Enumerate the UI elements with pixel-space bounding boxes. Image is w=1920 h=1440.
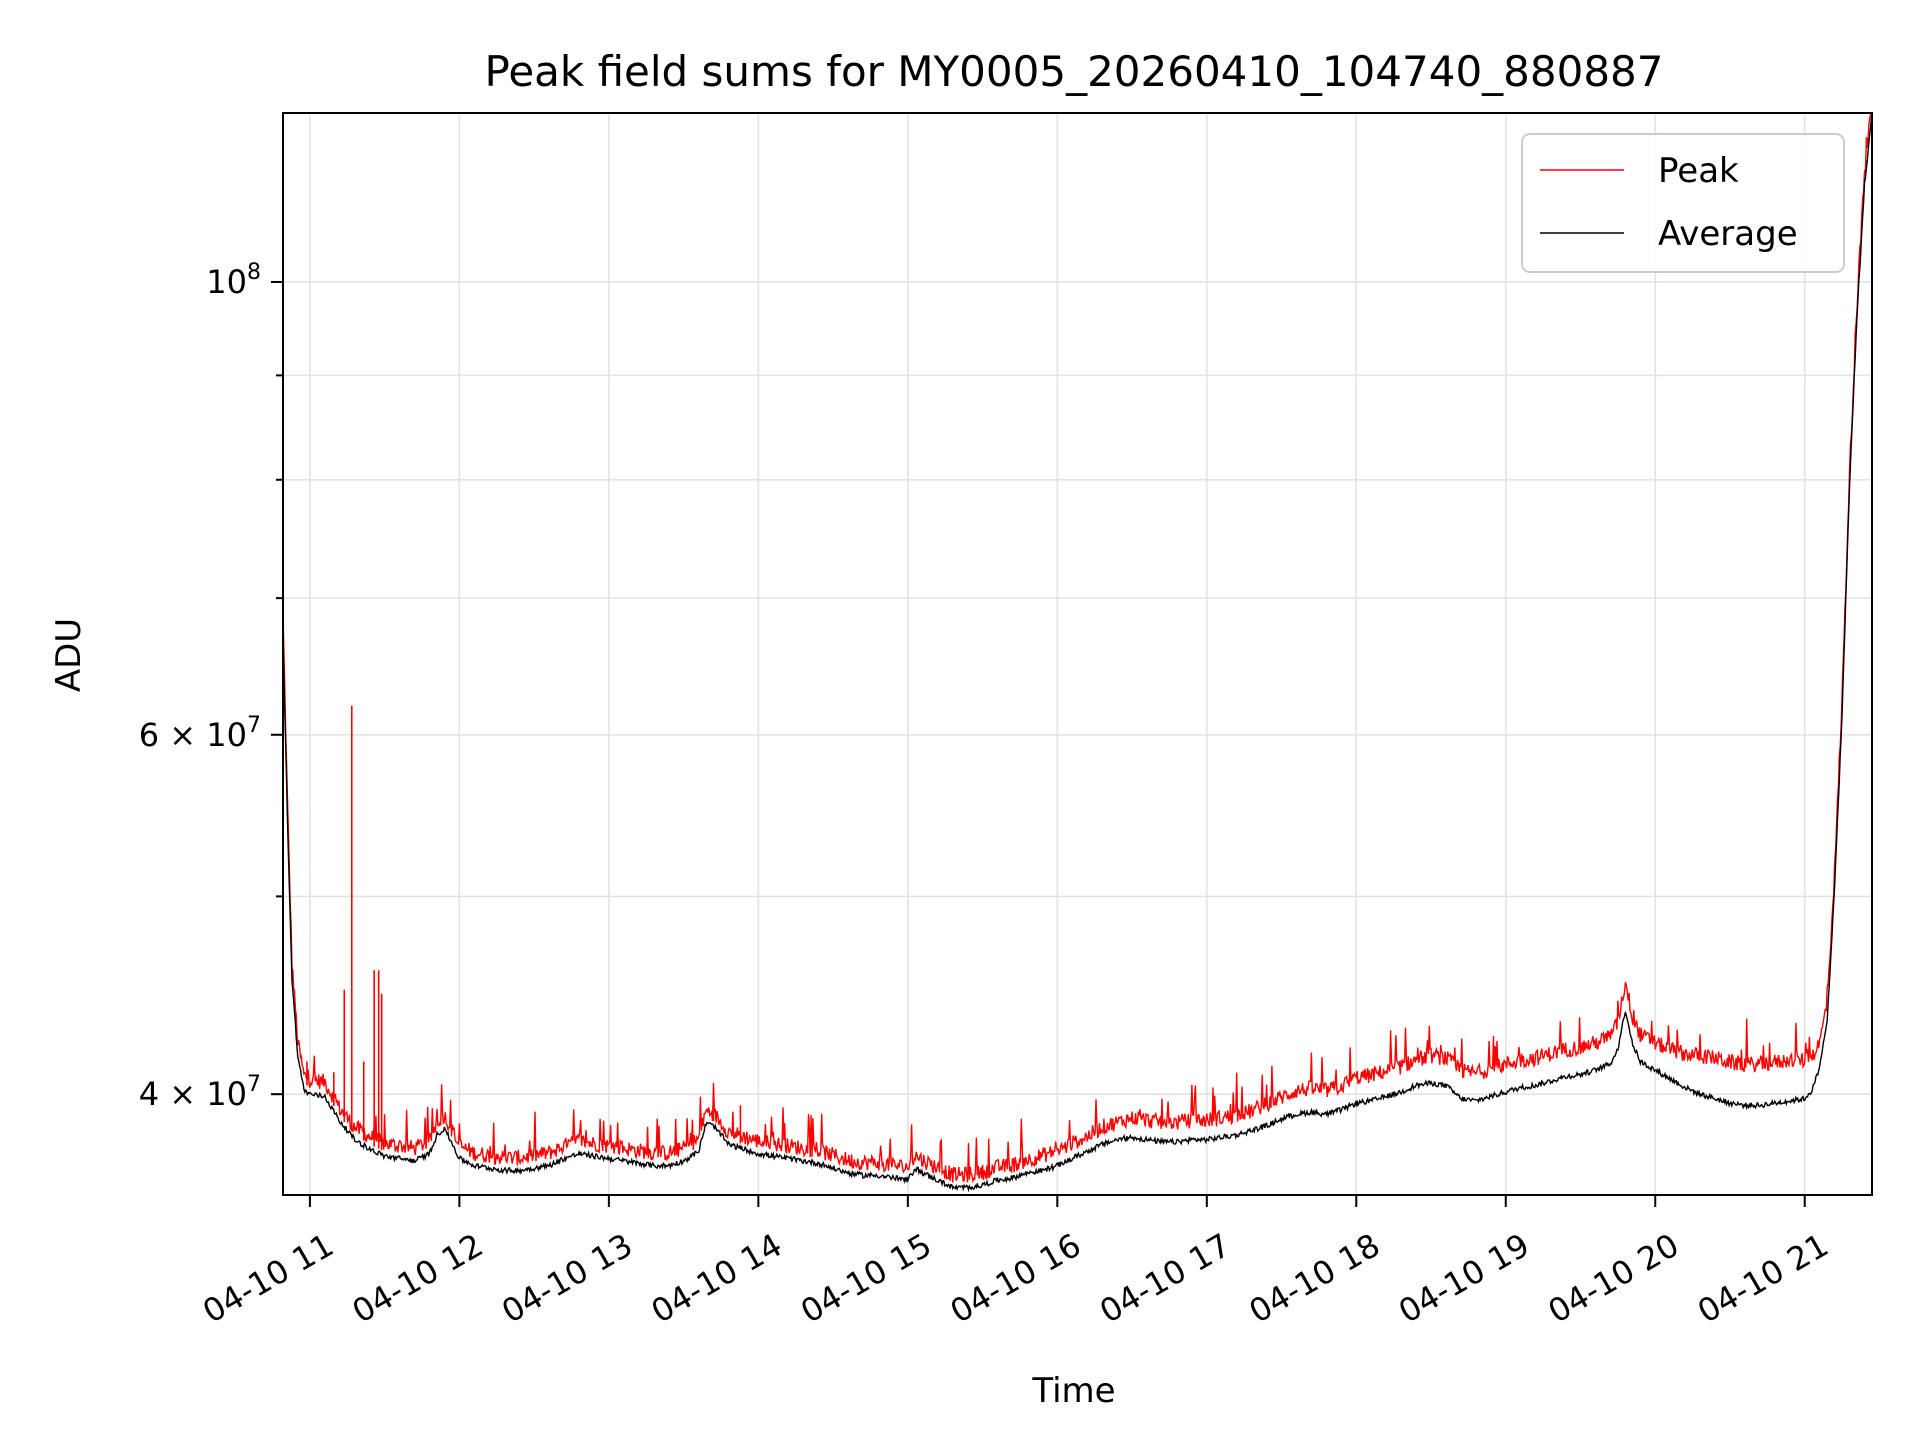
axes-frame (282, 112, 1873, 1196)
plot-area (283, 113, 1872, 1193)
y-tick-label: 6 × 107 (139, 713, 261, 754)
series-line-average (283, 113, 1872, 1193)
y-axis-label: ADU (49, 618, 89, 692)
y-tick-label: 4 × 107 (139, 1072, 261, 1113)
grid (283, 113, 1872, 1195)
legend-box (1521, 133, 1845, 273)
y-tick-label: 108 (206, 260, 261, 301)
y-axis: 4 × 107 6 × 107 108 (139, 260, 283, 1113)
x-axis-label: Time (1031, 1371, 1115, 1411)
chart-title: Peak field sums for MY0005_20260410_1047… (484, 47, 1663, 96)
legend-label-peak: Peak (1658, 151, 1739, 191)
series-line-peak (283, 113, 1872, 1184)
legend-label-average: Average (1658, 214, 1798, 254)
legend: Peak Average (1521, 133, 1845, 273)
